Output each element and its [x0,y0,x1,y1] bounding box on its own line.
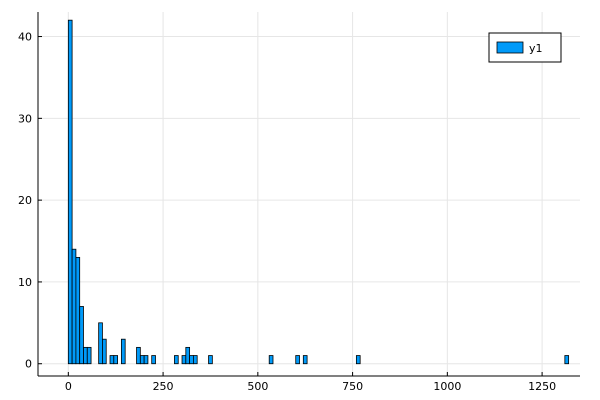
x-tick-label: 500 [247,380,268,393]
histogram-bar [79,306,84,365]
histogram-bar [564,355,570,365]
x-tick-label: 250 [153,380,174,393]
histogram-bar [120,338,126,365]
histogram-bar [189,355,194,365]
histogram-bar [302,355,308,365]
histogram-bar [268,355,274,365]
histogram-bar [143,355,149,365]
y-tick-label: 10 [18,276,32,289]
y-tick-label: 20 [18,194,32,207]
x-tick-label: 750 [342,380,363,393]
histogram-bar [67,19,73,365]
y-tick-label: 0 [25,358,32,371]
histogram-bar [208,355,213,365]
histogram-bar [355,355,361,365]
x-axis-ticks: 0 250 500 750 1000 1250 [65,372,556,393]
histogram-bar [86,346,92,365]
x-tick-label: 1000 [433,380,461,393]
legend: y1 [488,32,562,63]
histogram-bars [67,19,570,365]
histogram-bar [102,338,107,365]
histogram-bar [174,355,179,365]
y-tick-label: 40 [18,31,32,44]
y-axis-ticks: 0 10 20 30 40 [18,31,42,371]
histogram-bar [75,256,81,365]
histogram-bar [109,355,115,365]
legend-swatch [496,41,524,54]
histogram-bar [136,346,141,365]
histogram-bar [181,355,187,365]
legend-label: y1 [529,42,543,55]
histogram-bar [113,355,118,365]
histogram-bar [83,346,88,365]
y-tick-label: 30 [18,112,32,125]
histogram-bar [151,355,156,365]
histogram-bar [295,355,300,365]
axes [37,12,580,377]
histogram-bar [192,355,198,365]
histogram-bar [71,248,77,365]
x-tick-label: 0 [65,380,72,393]
histogram-bar [185,346,191,365]
histogram-bar [139,355,145,365]
histogram-bar [98,322,103,365]
x-tick-label: 1250 [528,380,556,393]
grid-lines [38,12,580,376]
